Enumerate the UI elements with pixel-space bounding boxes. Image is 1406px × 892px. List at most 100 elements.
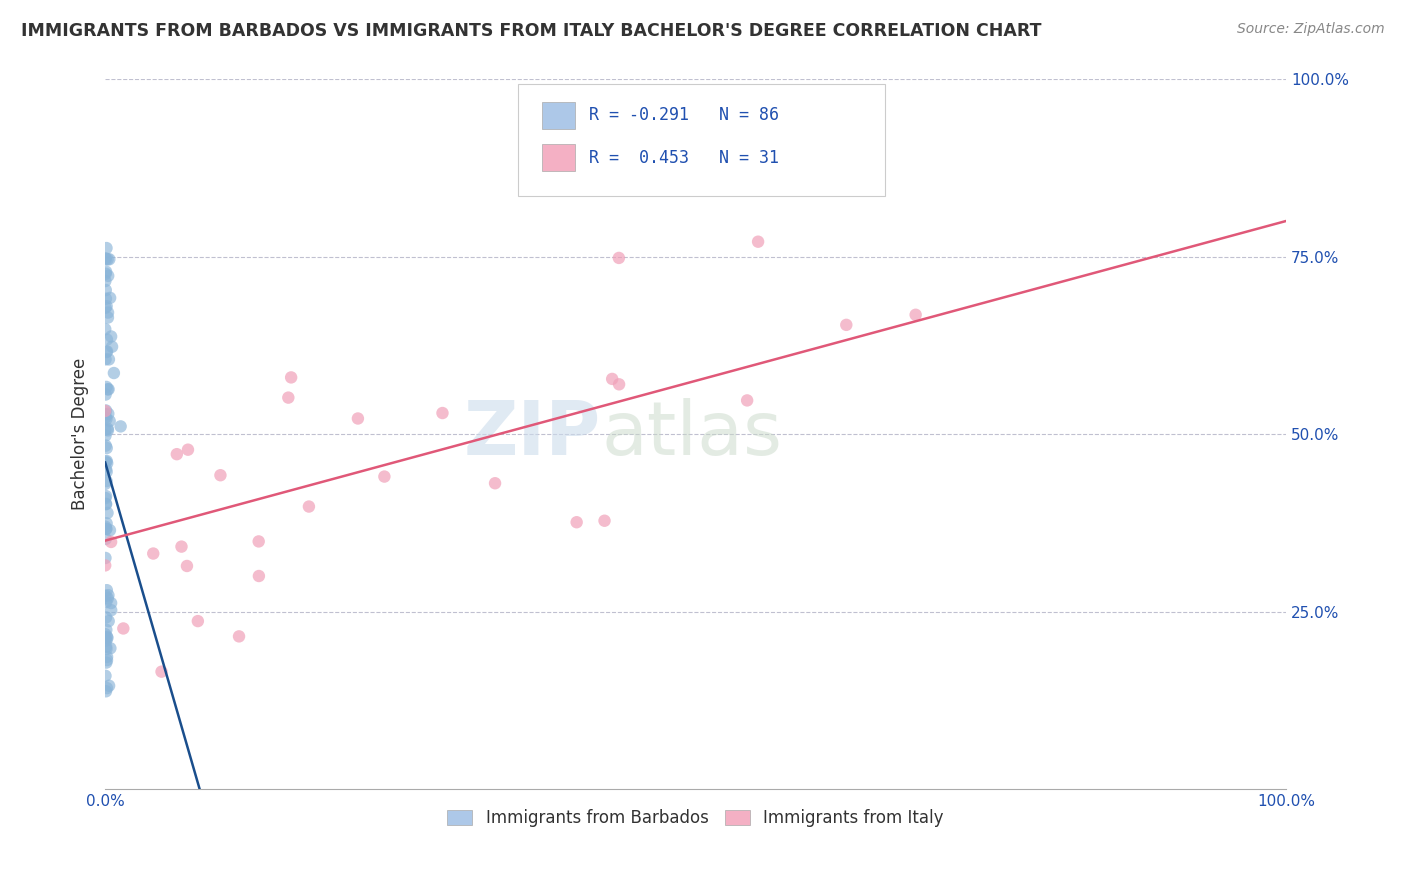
Point xyxy=(96,630,118,644)
Point xyxy=(97,252,120,267)
FancyBboxPatch shape xyxy=(543,145,575,171)
Text: ZIP: ZIP xyxy=(464,398,602,471)
Point xyxy=(96,516,118,531)
Point xyxy=(94,631,117,645)
Point xyxy=(98,523,121,537)
Point xyxy=(100,641,122,656)
Point xyxy=(373,469,395,483)
Point xyxy=(170,540,193,554)
Point xyxy=(94,387,117,401)
Point xyxy=(97,382,120,396)
Point xyxy=(94,410,117,425)
Text: Source: ZipAtlas.com: Source: ZipAtlas.com xyxy=(1237,22,1385,37)
Point xyxy=(97,407,120,421)
Point xyxy=(94,627,117,641)
Point xyxy=(96,649,118,664)
Point xyxy=(94,497,117,511)
Point xyxy=(94,404,117,418)
Point xyxy=(100,329,122,343)
Point xyxy=(94,252,117,267)
Point xyxy=(94,292,117,306)
Point xyxy=(96,633,118,648)
Point xyxy=(94,407,117,421)
Point xyxy=(94,439,117,453)
Point xyxy=(94,476,117,491)
Point xyxy=(96,640,118,654)
Point xyxy=(280,370,302,384)
Point xyxy=(96,412,118,426)
Point xyxy=(228,629,250,643)
Point xyxy=(593,514,616,528)
Point xyxy=(96,465,118,479)
Point xyxy=(100,596,122,610)
Point xyxy=(94,267,117,281)
Point xyxy=(97,268,120,283)
Point xyxy=(94,301,117,315)
Point xyxy=(176,559,198,574)
Text: R =  0.453   N = 31: R = 0.453 N = 31 xyxy=(589,149,779,167)
Point xyxy=(735,393,758,408)
Point xyxy=(94,403,117,417)
Point xyxy=(94,283,117,297)
FancyBboxPatch shape xyxy=(519,84,884,196)
Point xyxy=(94,669,117,683)
Point xyxy=(94,265,117,279)
Point xyxy=(97,422,120,436)
Point xyxy=(96,653,118,667)
Text: atlas: atlas xyxy=(602,398,782,471)
Y-axis label: Bachelor's Degree: Bachelor's Degree xyxy=(72,358,89,510)
Point xyxy=(96,380,118,394)
Point xyxy=(97,310,120,325)
Point xyxy=(96,642,118,657)
Point xyxy=(96,456,118,470)
Point xyxy=(94,551,117,566)
Point xyxy=(298,500,321,514)
Point xyxy=(607,377,630,392)
Point xyxy=(96,522,118,536)
Point xyxy=(98,414,121,428)
Point xyxy=(96,583,118,598)
Point xyxy=(94,462,117,476)
Text: R = -0.291   N = 86: R = -0.291 N = 86 xyxy=(589,106,779,124)
Point xyxy=(100,603,122,617)
Point xyxy=(97,423,120,437)
Point xyxy=(96,344,118,359)
Point xyxy=(96,623,118,637)
Point xyxy=(94,489,117,503)
Point xyxy=(142,547,165,561)
Point xyxy=(112,622,135,636)
Point xyxy=(96,631,118,645)
Point xyxy=(101,340,124,354)
Point xyxy=(94,274,117,288)
Point xyxy=(177,442,200,457)
Point xyxy=(247,534,270,549)
Point xyxy=(96,454,118,468)
Point xyxy=(96,345,118,359)
Point xyxy=(432,406,454,420)
Point xyxy=(94,454,117,468)
Point xyxy=(277,391,299,405)
Point xyxy=(94,428,117,442)
Point xyxy=(150,665,173,679)
Point xyxy=(166,447,188,461)
Point xyxy=(96,241,118,255)
Point xyxy=(96,506,118,520)
Point xyxy=(97,614,120,628)
Point xyxy=(96,441,118,455)
Text: IMMIGRANTS FROM BARBADOS VS IMMIGRANTS FROM ITALY BACHELOR'S DEGREE CORRELATION : IMMIGRANTS FROM BARBADOS VS IMMIGRANTS F… xyxy=(21,22,1042,40)
Point xyxy=(97,382,120,396)
Point xyxy=(96,333,118,347)
Point xyxy=(94,610,117,624)
Point xyxy=(600,372,623,386)
Point xyxy=(187,614,209,628)
Point xyxy=(94,322,117,336)
Point xyxy=(94,532,117,546)
Point xyxy=(607,251,630,265)
Point xyxy=(94,519,117,533)
Point xyxy=(565,515,588,529)
Point xyxy=(96,681,118,695)
Point xyxy=(96,595,118,609)
Point xyxy=(97,588,120,602)
Point xyxy=(94,589,117,603)
FancyBboxPatch shape xyxy=(543,102,575,128)
